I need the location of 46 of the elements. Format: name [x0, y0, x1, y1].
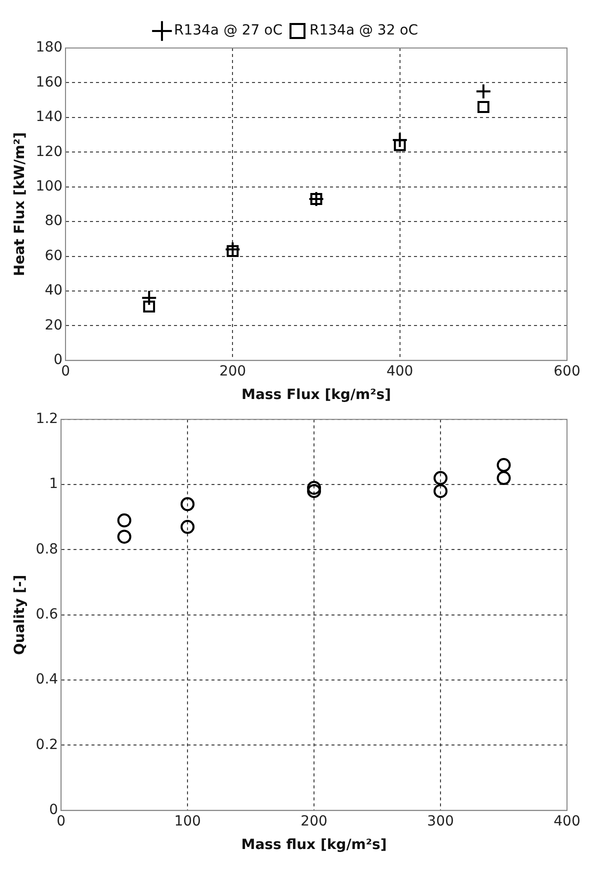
y-tick-label: 40	[44, 282, 63, 299]
y-tick-label: 0.6	[36, 606, 58, 623]
point	[307, 480, 322, 495]
point	[117, 513, 132, 528]
y-tick-label: 80	[44, 213, 63, 230]
point	[143, 300, 156, 313]
x-tick-label: 400	[386, 363, 414, 380]
x-axis-title: Mass flux [kg/m²s]	[241, 837, 387, 854]
x-tick-label: 300	[427, 813, 454, 830]
x-tick-label: 100	[174, 813, 201, 830]
point	[392, 132, 408, 148]
x-tick-label: 200	[300, 813, 328, 830]
y-tick-label: 1	[49, 476, 58, 492]
y-tick-label: 0.4	[36, 672, 58, 688]
y-tick-label: 0.2	[36, 736, 58, 753]
point	[496, 458, 511, 472]
point	[475, 83, 492, 100]
y-axis-title: Quality [-]	[12, 574, 28, 656]
y-tick-label: 180	[36, 40, 63, 56]
x-axis-title: Mass Flux [kg/m²s]	[242, 387, 391, 404]
y-tick-label: 60	[44, 248, 63, 264]
x-tick-label: 200	[219, 363, 246, 380]
point	[226, 245, 239, 258]
point	[434, 471, 448, 486]
y-tick-label: 140	[36, 109, 63, 126]
y-tick-label: 0.8	[36, 541, 58, 558]
legend-label: R134a @ 27 oC	[174, 22, 283, 39]
x-tick-label: 400	[554, 813, 580, 830]
point	[496, 471, 511, 486]
y-tick-label: 100	[36, 178, 63, 194]
y-tick-label: 160	[36, 74, 63, 90]
point	[307, 484, 322, 498]
point	[477, 101, 490, 113]
y-tick-label: 0	[54, 352, 63, 368]
point	[434, 484, 448, 498]
point	[117, 530, 132, 544]
y-tick-label: 20	[44, 317, 63, 334]
legend-label: R134a @ 32 oC	[310, 22, 418, 39]
point	[180, 520, 195, 534]
y-tick-label: 0	[49, 802, 58, 818]
y-axis-title: Heat Flux [kW/m²]	[12, 132, 28, 276]
point	[180, 497, 195, 512]
x-tick-label: 600	[554, 363, 580, 380]
point	[141, 290, 158, 306]
y-tick-label: 1.2	[36, 411, 58, 428]
y-tick-label: 120	[36, 144, 63, 160]
